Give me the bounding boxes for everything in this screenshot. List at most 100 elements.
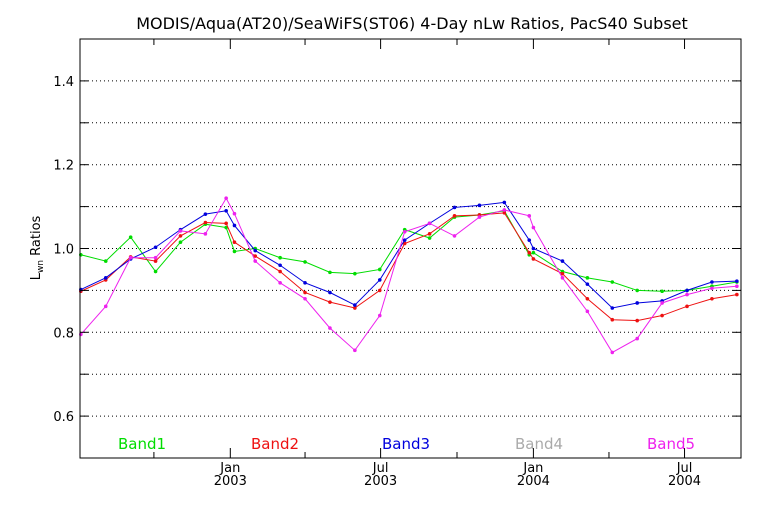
band2-point xyxy=(278,269,282,274)
band1-line xyxy=(80,210,737,292)
band2-point xyxy=(153,259,158,263)
legend-band1: Band1 xyxy=(118,435,166,453)
band5-point xyxy=(427,221,432,226)
plot-frame xyxy=(79,38,742,459)
y-tick-label: 1.0 xyxy=(53,243,74,258)
band2-point xyxy=(685,304,689,309)
band3-point xyxy=(477,203,482,208)
band3-point xyxy=(303,281,307,285)
band2-point xyxy=(224,221,228,226)
band3-point xyxy=(224,208,228,213)
band1-point xyxy=(103,259,108,263)
y-tick-label: 0.6 xyxy=(53,410,74,425)
band1-point xyxy=(585,276,590,280)
band2-point xyxy=(203,220,208,225)
band1-point xyxy=(303,260,307,264)
band2-point xyxy=(560,271,565,276)
band3-point xyxy=(353,303,357,307)
band3-point xyxy=(735,279,739,283)
y-tick-label: 1.4 xyxy=(53,75,74,90)
band2-point xyxy=(527,250,532,255)
band3-point xyxy=(610,306,615,310)
band5-point xyxy=(610,350,615,355)
x-tick-month: Jan xyxy=(219,461,240,476)
band1-point xyxy=(353,271,357,276)
band2-point xyxy=(427,232,432,236)
band1-point xyxy=(328,270,332,275)
y-axis-label-sub: wn xyxy=(36,260,46,273)
band3-point xyxy=(452,205,457,210)
band5-point xyxy=(452,234,457,238)
legend-band5: Band5 xyxy=(647,435,695,453)
grid xyxy=(80,80,741,417)
band5-point xyxy=(531,225,536,230)
band2-point xyxy=(585,296,590,301)
x-tick-year: 2003 xyxy=(214,474,247,489)
band1-point xyxy=(128,235,133,239)
band3-point xyxy=(278,263,282,268)
band5-point xyxy=(253,259,258,263)
band5-point xyxy=(685,292,689,297)
band1-point xyxy=(178,240,183,245)
band5-point xyxy=(502,208,507,212)
band5-point xyxy=(328,326,332,330)
band5-point xyxy=(232,211,237,216)
band3-point xyxy=(685,288,689,293)
band5-point xyxy=(527,214,532,218)
band5-point xyxy=(635,336,639,341)
band5-point xyxy=(560,276,565,280)
y-tick-label: 1.2 xyxy=(53,159,74,174)
band3-point xyxy=(585,282,590,286)
band1-point xyxy=(153,269,158,274)
x-tick-year: 2004 xyxy=(517,474,550,489)
band2-point xyxy=(531,257,536,261)
band1-point xyxy=(224,225,228,230)
band5-point xyxy=(303,296,307,301)
band3-point xyxy=(531,246,536,251)
band3-point xyxy=(153,245,158,250)
legend: Band1 Band2 Band3 Band4 Band5 xyxy=(118,435,695,453)
band2-point xyxy=(660,313,664,318)
band5-point xyxy=(203,232,208,236)
x-tick-month: Jan xyxy=(522,461,543,476)
band3-point xyxy=(232,223,237,228)
band1-point xyxy=(278,255,282,260)
legend-band3: Band3 xyxy=(382,435,430,453)
band5-point xyxy=(103,304,108,309)
band5-point xyxy=(735,284,739,289)
band2-point xyxy=(735,292,739,297)
ticks: 0.60.81.01.21.4Jan2003Jul2003Jan2004Jul2… xyxy=(53,39,741,489)
band3-point xyxy=(710,280,714,284)
band3-point xyxy=(635,301,639,305)
band5-point xyxy=(278,281,282,285)
band1-point xyxy=(232,249,237,254)
band2-point xyxy=(635,318,639,323)
band2-point xyxy=(402,241,407,246)
band2-point xyxy=(377,288,382,293)
y-axis-label-rest: Ratios xyxy=(29,215,44,260)
band3-point xyxy=(328,290,332,295)
band3-line xyxy=(80,201,737,309)
band2-point xyxy=(452,214,457,218)
band1-point xyxy=(377,267,382,272)
band1-point xyxy=(635,288,639,293)
x-tick-month: Jul xyxy=(372,461,389,476)
band2-point xyxy=(502,211,507,215)
series-group xyxy=(79,196,739,355)
band3-point xyxy=(253,248,258,253)
band3-point xyxy=(560,259,565,263)
band2-point xyxy=(232,240,237,245)
band5-point xyxy=(178,229,183,233)
band5-point xyxy=(660,301,664,305)
band2-point xyxy=(328,300,332,304)
band3-point xyxy=(103,276,108,280)
band3-point xyxy=(527,238,532,242)
band2-point xyxy=(303,290,307,295)
band3-point xyxy=(203,212,208,216)
band5-point xyxy=(477,215,482,219)
legend-band4: Band4 xyxy=(515,435,563,453)
x-tick-year: 2004 xyxy=(668,474,701,489)
band5-point xyxy=(128,255,133,260)
x-tick-year: 2003 xyxy=(364,474,397,489)
